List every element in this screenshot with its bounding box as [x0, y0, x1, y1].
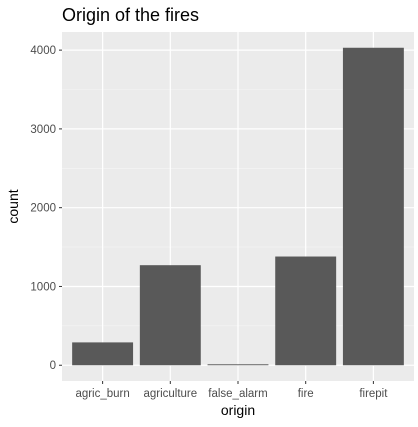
y-tick-label: 3000: [30, 124, 56, 136]
y-axis: 0 1000 2000 3000 4000: [30, 45, 62, 372]
y-axis-title: count: [5, 189, 21, 223]
x-tick-label: firepit: [359, 388, 388, 400]
bar-firepit: [342, 47, 404, 366]
y-tick-label: 4000: [30, 45, 56, 57]
bar-fire: [275, 256, 337, 366]
x-tick-label: agric_burn: [75, 388, 129, 400]
x-tick-label: fire: [298, 388, 314, 400]
x-tick-label: agriculture: [143, 388, 197, 400]
y-tick-label: 0: [50, 360, 56, 372]
y-tick-label: 2000: [30, 203, 56, 215]
x-axis: agric_burn agriculture false_alarm fire fire…: [75, 381, 388, 400]
x-tick-label: false_alarm: [208, 388, 267, 400]
bar-agric_burn: [72, 342, 134, 366]
y-tick-label: 1000: [30, 281, 56, 293]
chart-title: Origin of the fires: [62, 5, 199, 25]
bars: [72, 47, 404, 366]
bar-false_alarm: [207, 364, 269, 366]
bar-agriculture: [139, 265, 201, 366]
x-axis-title: origin: [221, 402, 255, 418]
